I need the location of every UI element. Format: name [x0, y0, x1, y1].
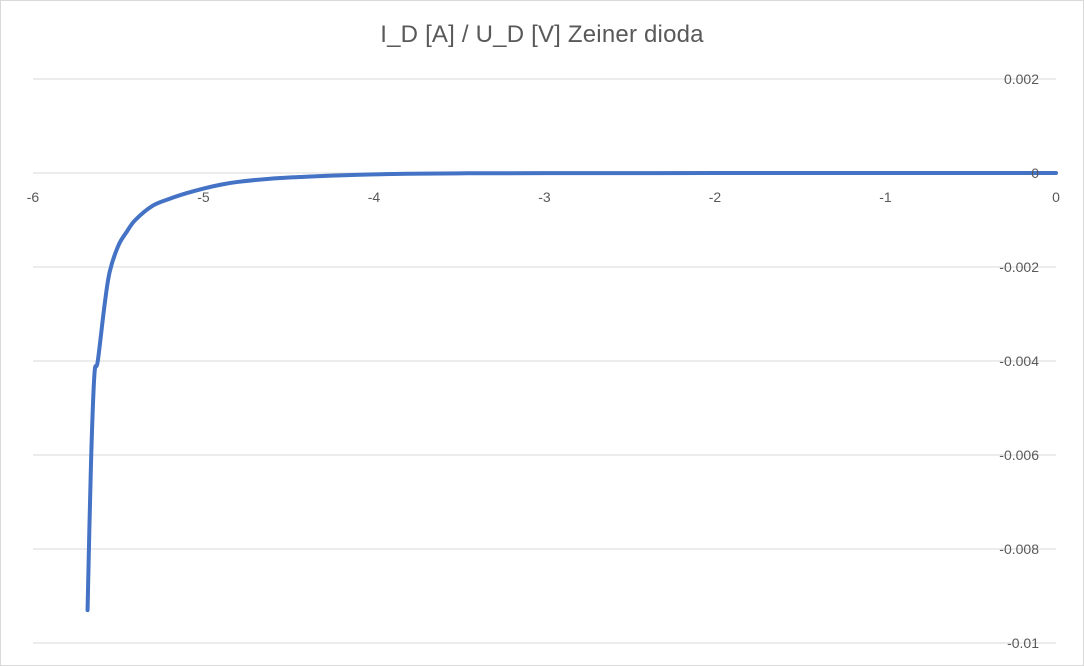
- x-tick-label: -3: [538, 189, 551, 205]
- series-layer: [85, 170, 1058, 613]
- y-tick-label: -0.004: [999, 353, 1039, 369]
- x-tick-label: -4: [368, 189, 381, 205]
- y-tick-label: -0.006: [999, 447, 1039, 463]
- x-tick-label: -5: [197, 189, 210, 205]
- y-tick-label: -0.002: [999, 259, 1039, 275]
- y-tick-label: 0: [1031, 165, 1039, 181]
- chart-title: I_D [A] / U_D [V] Zeiner dioda: [380, 21, 704, 48]
- y-tick-label: 0.002: [1004, 71, 1039, 87]
- x-tick-labels: -6 -5 -4 -3 -2 -1 0: [27, 189, 1060, 205]
- x-tick-label: -1: [879, 189, 892, 205]
- x-tick-label: -2: [709, 189, 722, 205]
- y-tick-label: -0.01: [1007, 635, 1039, 651]
- x-tick-label: -6: [27, 189, 40, 205]
- series-line: [85, 170, 1058, 613]
- x-tick-label: 0: [1052, 189, 1060, 205]
- y-tick-label: -0.008: [999, 541, 1039, 557]
- grid-lines: [33, 78, 1056, 644]
- y-tick-labels: 0.002 0 -0.002 -0.004 -0.006 -0.008 -0.01: [999, 71, 1039, 651]
